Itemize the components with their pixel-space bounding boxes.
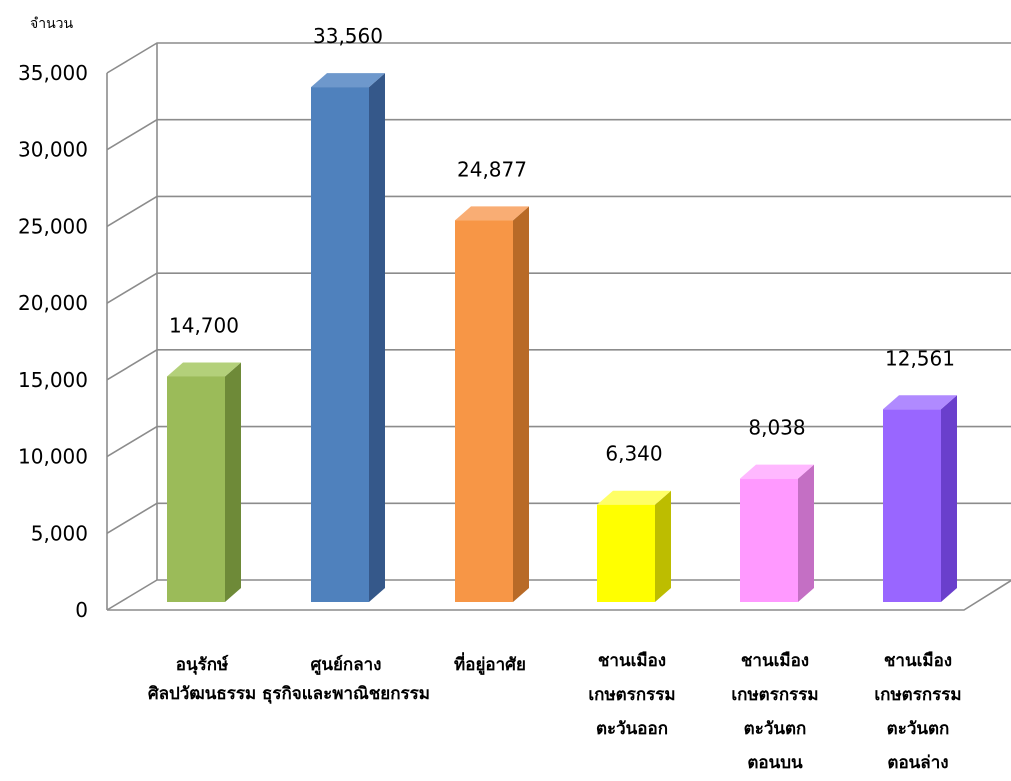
y-tick-label: 10,000 xyxy=(18,445,88,469)
data-label: 24,877 xyxy=(457,157,527,181)
category-label: อนุรักษ์ xyxy=(176,654,229,675)
y-tick-label: 15,000 xyxy=(18,368,88,392)
bar-top xyxy=(311,73,385,88)
data-label: 6,340 xyxy=(605,442,662,466)
data-label: 8,038 xyxy=(748,416,805,440)
bar-top xyxy=(883,395,957,410)
category-label: ที่อยู่อาศัย xyxy=(454,652,526,676)
category-label: เกษตรกรรม xyxy=(874,685,961,705)
bar-group xyxy=(740,464,814,602)
bar-side xyxy=(369,73,385,603)
category-label: ตะวันตก xyxy=(744,719,807,739)
gridline xyxy=(106,349,1011,381)
floor-edge xyxy=(107,579,1011,611)
bar-side xyxy=(225,362,241,602)
y-axis-label: จำนวน xyxy=(30,16,73,32)
y-tick-label: 20,000 xyxy=(18,291,88,315)
y-tick-label: 35,000 xyxy=(18,61,88,85)
bar-top xyxy=(455,206,529,221)
bar-top xyxy=(167,362,241,377)
bar xyxy=(597,504,655,602)
data-label: 33,560 xyxy=(313,24,383,48)
category-label: เกษตรกรรม xyxy=(731,685,818,705)
bar-side xyxy=(513,206,529,603)
bar-side xyxy=(655,490,671,602)
y-tick-label: 25,000 xyxy=(18,214,88,238)
bar-layer xyxy=(167,73,957,603)
y-tick-label: 30,000 xyxy=(18,138,88,162)
category-label: ชานเมือง xyxy=(884,650,952,671)
y-tick-layer: 0 5,000 10,000 15,000 20,000 25,000 30,000 35,0… xyxy=(18,61,88,622)
category-label: ธุรกิจและพาณิชยกรรม xyxy=(262,684,430,704)
bar-group xyxy=(311,73,385,603)
category-label: ตอนบน xyxy=(747,753,803,773)
bar xyxy=(883,409,941,602)
data-label: 14,700 xyxy=(169,313,239,337)
category-label: ศูนย์กลาง xyxy=(311,654,382,676)
gridline xyxy=(106,272,1011,304)
bar-group xyxy=(455,206,529,603)
bar xyxy=(311,87,369,603)
gridline xyxy=(106,42,1011,74)
gridline xyxy=(106,425,1011,458)
bar-group xyxy=(597,490,671,602)
category-label: ศิลปวัฒนธรรม xyxy=(148,684,256,704)
bar xyxy=(167,376,225,602)
bar-side xyxy=(798,464,814,602)
gridline xyxy=(106,195,1011,228)
category-label: เกษตรกรรม xyxy=(588,685,675,705)
bar xyxy=(740,478,798,602)
category-label: ตะวันออก xyxy=(596,719,668,739)
category-label: ตอนล่าง xyxy=(887,753,948,773)
bar-top xyxy=(740,464,814,479)
y-tick-label: 0 xyxy=(75,598,88,622)
category-label: ชานเมือง xyxy=(598,650,666,671)
category-label: ชานเมือง xyxy=(741,650,809,671)
bar-top xyxy=(597,490,671,505)
category-label-layer: อนุรักษ์ศิลปวัฒนธรรม ศูนย์กลางธุรกิจและพา… xyxy=(148,650,962,773)
gridline xyxy=(106,502,1011,534)
bar-side xyxy=(941,395,957,602)
data-label: 12,561 xyxy=(885,346,955,370)
bar xyxy=(455,220,513,603)
bar-group xyxy=(167,362,241,602)
y-tick-label: 5,000 xyxy=(31,521,88,545)
bar-group xyxy=(883,395,957,602)
category-label: ตะวันตก xyxy=(887,719,950,739)
grid-layer xyxy=(106,42,1011,611)
gridline xyxy=(106,118,1011,151)
gridline xyxy=(106,579,1011,611)
data-label-layer: 14,700 33,560 24,877 6,340 8,038 12,561 xyxy=(169,24,955,466)
